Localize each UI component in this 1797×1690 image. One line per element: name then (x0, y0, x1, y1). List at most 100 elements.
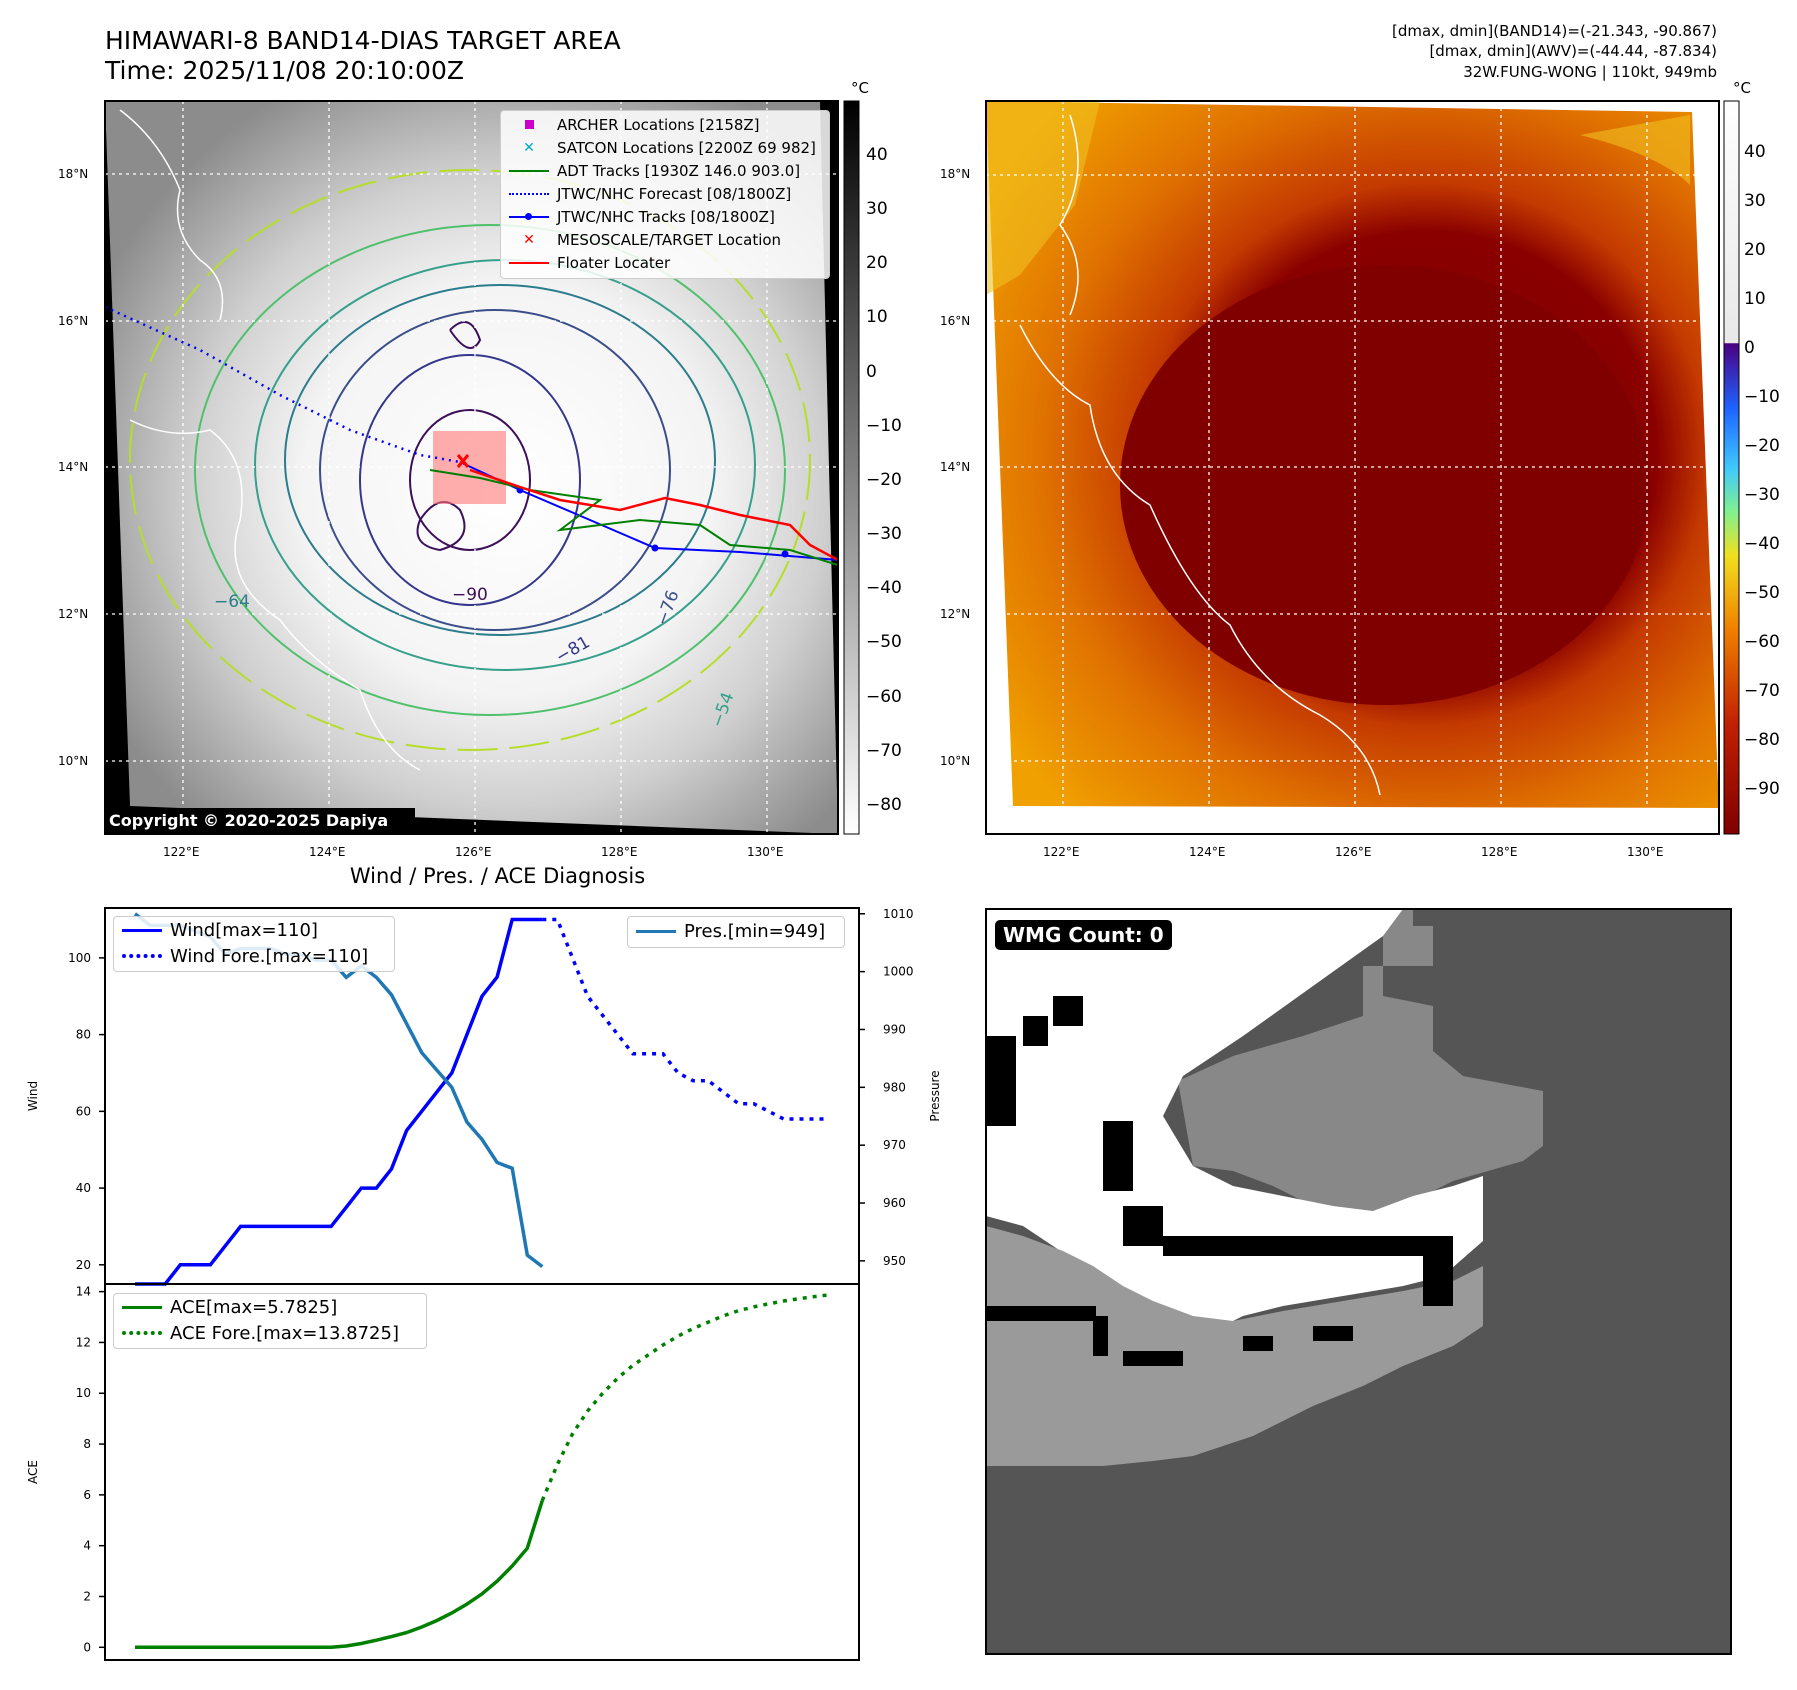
chart-title: HIMAWARI-8 BAND14-DIAS TARGET AREA (105, 26, 621, 55)
legend-item: ADT Tracks [1930Z 146.0 903.0] (501, 159, 829, 182)
legend-item: ✕ MESOSCALE/TARGET Location (501, 228, 829, 251)
legend-item: JTWC/NHC Forecast [08/1800Z] (501, 182, 829, 205)
lon-label: 130°E (747, 845, 784, 859)
tick-label: −90 (1744, 779, 1780, 799)
lon-labels-right: 122°E 124°E 126°E 128°E 130°E (980, 845, 1740, 865)
tick-label: −50 (866, 632, 902, 652)
series-line-1-0 (135, 1499, 544, 1650)
lat-label: 14°N (58, 460, 89, 474)
pressure-legend: Pres.[min=949] (627, 916, 845, 948)
line-marker-icon (634, 924, 678, 938)
lon-label: 122°E (1043, 845, 1080, 859)
tick-label: 40 (866, 145, 888, 165)
awv-map-panel (985, 100, 1720, 835)
lon-label: 128°E (601, 845, 638, 859)
legend-label: JTWC/NHC Forecast [08/1800Z] (557, 184, 792, 203)
dotted-line-icon (507, 187, 551, 201)
lon-label: 128°E (1481, 845, 1518, 859)
wind-legend: Wind[max=110] Wind Fore.[max=110] (113, 916, 395, 972)
tick-label: 0 (1744, 338, 1755, 358)
lat-label: 18°N (940, 167, 971, 181)
tick-label: 40 (1744, 142, 1766, 162)
y-tick-label: 0 (83, 1640, 91, 1654)
legend-label: MESOSCALE/TARGET Location (557, 230, 782, 249)
y-tick-label: 60 (76, 1104, 91, 1118)
wmg-panel (985, 908, 1732, 1655)
dotted-line-icon (120, 949, 164, 963)
legend-item: JTWC/NHC Tracks [08/1800Z] (501, 205, 829, 228)
line-marker-icon (507, 256, 551, 270)
lat-label: 10°N (58, 754, 89, 768)
lon-label: 124°E (1189, 845, 1226, 859)
map-legend: ARCHER Locations [2158Z] ✕ SATCON Locatio… (500, 110, 830, 279)
series-line-1-1 (540, 1293, 830, 1502)
y-right-tick-label: 960 (883, 1196, 906, 1210)
y-tick-label: 8 (83, 1437, 91, 1451)
tick-label: −60 (1744, 632, 1780, 652)
info-storm: 32W.FUNG-WONG | 110kt, 949mb (1463, 63, 1717, 81)
legend-label: Wind[max=110] (170, 919, 318, 941)
lat-label: 18°N (58, 167, 89, 181)
tick-label: −30 (1744, 485, 1780, 505)
colorbar-unit: °C (851, 79, 869, 97)
line-marker-icon (507, 164, 551, 178)
lon-label: 130°E (1627, 845, 1664, 859)
tick-label: −20 (866, 470, 902, 490)
tick-label: 10 (866, 307, 888, 327)
y-right-tick-label: 990 (883, 1022, 906, 1036)
tick-label: −70 (866, 741, 902, 761)
tick-label: −80 (866, 795, 902, 815)
y-tick-label: 14 (76, 1285, 91, 1299)
tick-label: −50 (1744, 583, 1780, 603)
legend-label: SATCON Locations [2200Z 69 982] (557, 138, 816, 157)
legend-item: Floater Locater (501, 251, 829, 274)
square-marker-icon (507, 118, 551, 132)
y-axis-label: Wind (26, 1081, 40, 1111)
tick-label: −10 (1744, 387, 1780, 407)
tick-label: −70 (1744, 681, 1780, 701)
y-tick-label: 4 (83, 1539, 91, 1553)
y-right-tick-label: 970 (883, 1138, 906, 1152)
legend-label: ACE[max=5.7825] (170, 1296, 338, 1318)
legend-item: Wind[max=110] (114, 917, 394, 943)
line-dot-icon (507, 210, 551, 224)
y-tick-label: 10 (76, 1386, 91, 1400)
tick-label: −20 (1744, 436, 1780, 456)
tick-label: 30 (1744, 191, 1766, 211)
legend-label: ARCHER Locations [2158Z] (557, 115, 760, 134)
tick-label: 30 (866, 199, 888, 219)
y-tick-label: 20 (76, 1258, 91, 1272)
lat-label: 16°N (940, 314, 971, 328)
lat-label: 16°N (58, 314, 89, 328)
tick-label: −10 (866, 416, 902, 436)
lon-labels-left: 122°E 124°E 126°E 128°E 130°E (0, 845, 900, 865)
tick-label: 20 (1744, 240, 1766, 260)
colorbar-ticks-left: 40 30 20 10 0 −10 −20 −30 −40 −50 −60 −7… (866, 145, 906, 835)
plot-frame (104, 1283, 860, 1661)
tick-label: 0 (866, 362, 877, 382)
y-tick-label: 100 (68, 951, 91, 965)
info-awv: [dmax, dmin](AWV)=(-44.44, -87.834) (1429, 42, 1717, 60)
wmg-count-badge: WMG Count: 0 (995, 920, 1172, 950)
tick-label: −40 (866, 578, 902, 598)
legend-item: ACE Fore.[max=13.8725] (114, 1320, 426, 1346)
legend-item: ✕ SATCON Locations [2200Z 69 982] (501, 136, 829, 159)
tick-label: −40 (1744, 534, 1780, 554)
legend-label: Pres.[min=949] (684, 920, 826, 942)
legend-item: Pres.[min=949] (628, 917, 844, 945)
y-right-axis-label: Pressure (928, 1070, 942, 1121)
y-tick-label: 6 (83, 1488, 91, 1502)
lat-label: 12°N (940, 607, 971, 621)
ace-legend: ACE[max=5.7825] ACE Fore.[max=13.8725] (113, 1293, 427, 1349)
y-tick-label: 2 (83, 1589, 91, 1603)
lon-label: 122°E (163, 845, 200, 859)
awv-colorbar (1723, 100, 1740, 835)
line-marker-icon (120, 1300, 164, 1314)
colorbar-unit: °C (1733, 79, 1751, 97)
legend-item: ARCHER Locations [2158Z] (501, 113, 829, 136)
legend-label: ACE Fore.[max=13.8725] (170, 1322, 399, 1344)
y-right-tick-label: 950 (883, 1254, 906, 1268)
tick-label: 10 (1744, 289, 1766, 309)
tick-label: −80 (1744, 730, 1780, 750)
diagnosis-chart: 20406080100Wind95096097098099010001010Pr… (26, 907, 942, 1661)
